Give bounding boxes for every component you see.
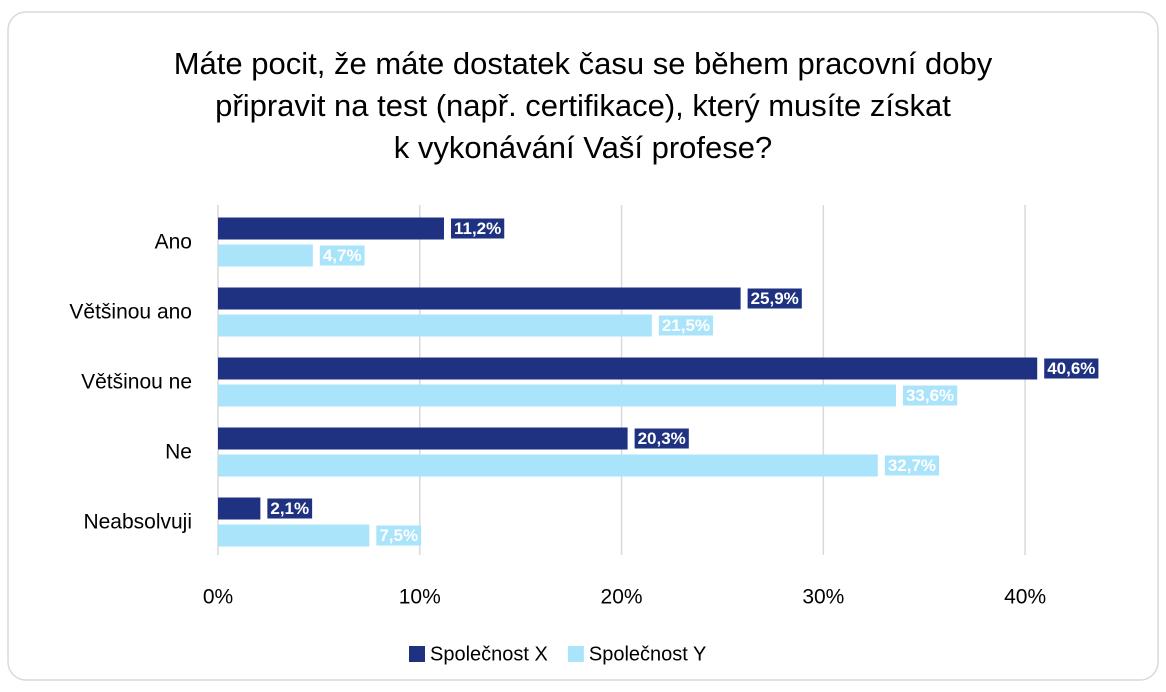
value-label: 2,1% — [270, 499, 309, 518]
legend-swatch — [567, 646, 584, 662]
value-label: 11,2% — [454, 219, 501, 238]
value-label-box — [1044, 358, 1099, 379]
y-tick-label: Ne — [165, 441, 192, 464]
value-label-box — [658, 315, 714, 336]
value-label: 25,9% — [751, 289, 799, 308]
value-label: 7,5% — [379, 526, 418, 545]
bar — [218, 217, 444, 240]
x-tick-label: 30% — [802, 586, 844, 609]
value-label: 40,6% — [1047, 359, 1095, 378]
chart-title: k vykonávání Vaší profese? — [394, 130, 773, 165]
chart-title: připravit na test (např. certifikace), k… — [215, 88, 951, 123]
value-label-box — [747, 288, 802, 309]
bar — [218, 384, 896, 407]
value-label-box — [376, 525, 422, 546]
bar — [218, 244, 313, 267]
bar — [218, 524, 370, 547]
value-label-box — [450, 218, 505, 239]
value-label-box — [319, 245, 365, 266]
legend-label: Společnost Y — [589, 643, 707, 665]
y-tick-label: Ano — [155, 231, 192, 254]
bar — [218, 357, 1038, 380]
value-label-box — [884, 455, 940, 476]
y-tick-label: Většinou ne — [81, 371, 192, 394]
value-label-box — [267, 498, 313, 519]
bar — [218, 497, 261, 520]
legend-swatch — [409, 646, 425, 662]
value-label: 33,6% — [906, 386, 954, 405]
value-label: 4,7% — [323, 246, 362, 265]
value-label-box — [902, 385, 958, 406]
bar — [218, 427, 628, 450]
value-label: 21,5% — [662, 316, 710, 335]
x-tick-label: 40% — [1004, 586, 1046, 609]
bar — [218, 287, 741, 310]
bar — [218, 314, 652, 337]
y-tick-label: Neabsolvuji — [83, 511, 192, 534]
y-tick-label: Většinou ano — [69, 301, 192, 324]
x-tick-label: 10% — [399, 586, 441, 609]
value-label: 32,7% — [888, 456, 936, 475]
value-label: 20,3% — [638, 429, 686, 448]
x-tick-label: 0% — [203, 586, 233, 609]
value-label-box — [634, 428, 689, 449]
bar — [218, 454, 878, 477]
legend-label: Společnost X — [430, 643, 548, 665]
chart-title: Máte pocit, že máte dostatek času se běh… — [174, 46, 993, 81]
x-tick-label: 20% — [601, 586, 643, 609]
